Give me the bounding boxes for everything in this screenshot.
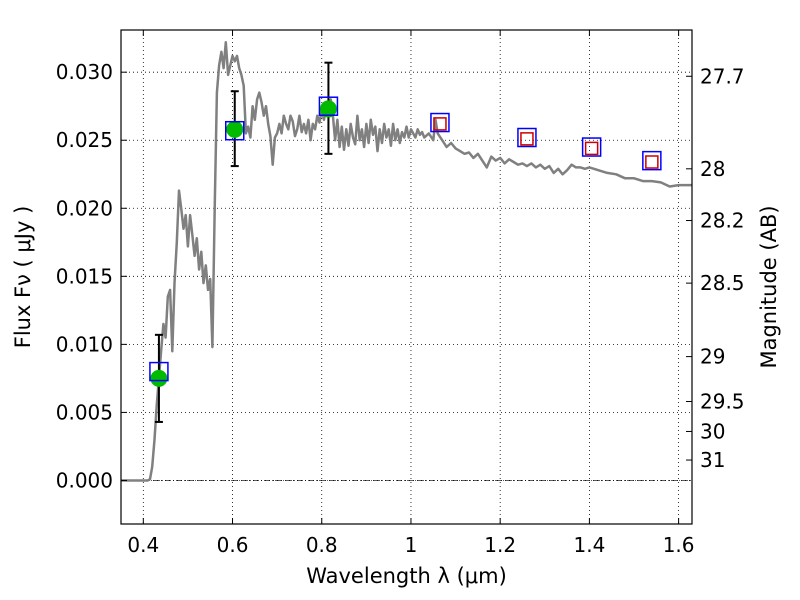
x-tick-labels: 0.4 0.6 0.8 1 1.2 1.4 1.6	[127, 533, 694, 557]
data-point-square	[225, 120, 245, 141]
x-tick-label: 1.2	[484, 533, 516, 557]
y-tick-label: 0.000	[56, 468, 113, 492]
data-point-circle	[226, 120, 244, 138]
magnitude-tick-label: 29.5	[700, 390, 745, 414]
right-axis-title: Magnitude (AB)	[757, 205, 781, 368]
plot-frame	[120, 29, 693, 525]
magnitude-tick-label: 28.2	[700, 209, 745, 233]
y-tick-label: 0.005	[56, 400, 113, 424]
data-point-square	[520, 132, 534, 146]
magnitude-tick-label: 30	[700, 419, 725, 443]
y-axis-title: Flux Fν ( μJy )	[11, 206, 35, 349]
data-point-square	[581, 137, 602, 157]
y-tick-label: 0.010	[56, 332, 113, 356]
x-tick-label: 1.4	[573, 533, 605, 557]
data-point-square	[642, 150, 662, 171]
axis-ticks	[121, 30, 692, 524]
x-axis-title: Wavelength λ (μm)	[306, 564, 507, 588]
data-point-square	[433, 117, 447, 131]
data-point-circle	[319, 100, 337, 118]
data-point-square	[430, 112, 450, 133]
magnitude-tick-labels: 27.7 28 28.2 28.5 29 29.5 30 31	[700, 64, 745, 472]
model-spectrum-line	[121, 40, 692, 482]
magnitude-tick-label: 29	[700, 345, 725, 369]
x-tick-label: 0.8	[306, 533, 338, 557]
y-tick-label: 0.030	[56, 60, 113, 84]
x-tick-label: 1.6	[663, 533, 695, 557]
error-bars	[154, 61, 333, 423]
data-point-square	[517, 127, 537, 148]
y-tick-label: 0.015	[56, 264, 113, 288]
x-tick-label: 1	[405, 533, 418, 557]
y-tick-labels: 0.000 0.005 0.010 0.015 0.020 0.025 0.030	[56, 60, 113, 492]
data-point-circle	[150, 369, 168, 387]
magnitude-tick-label: 28.5	[700, 271, 745, 295]
y-tick-label: 0.020	[56, 196, 113, 220]
data-point-square	[318, 96, 339, 116]
x-tick-label: 0.6	[217, 533, 249, 557]
magnitude-tick-label: 27.7	[700, 64, 745, 88]
data-point-square	[149, 361, 169, 382]
magnitude-tick-label: 28	[700, 157, 725, 181]
photometry-markers	[149, 96, 662, 387]
data-point-square	[645, 155, 659, 169]
x-tick-label: 0.4	[127, 533, 159, 557]
magnitude-tick-label: 31	[700, 448, 725, 472]
data-point-square	[584, 141, 599, 156]
y-tick-label: 0.025	[56, 128, 113, 152]
